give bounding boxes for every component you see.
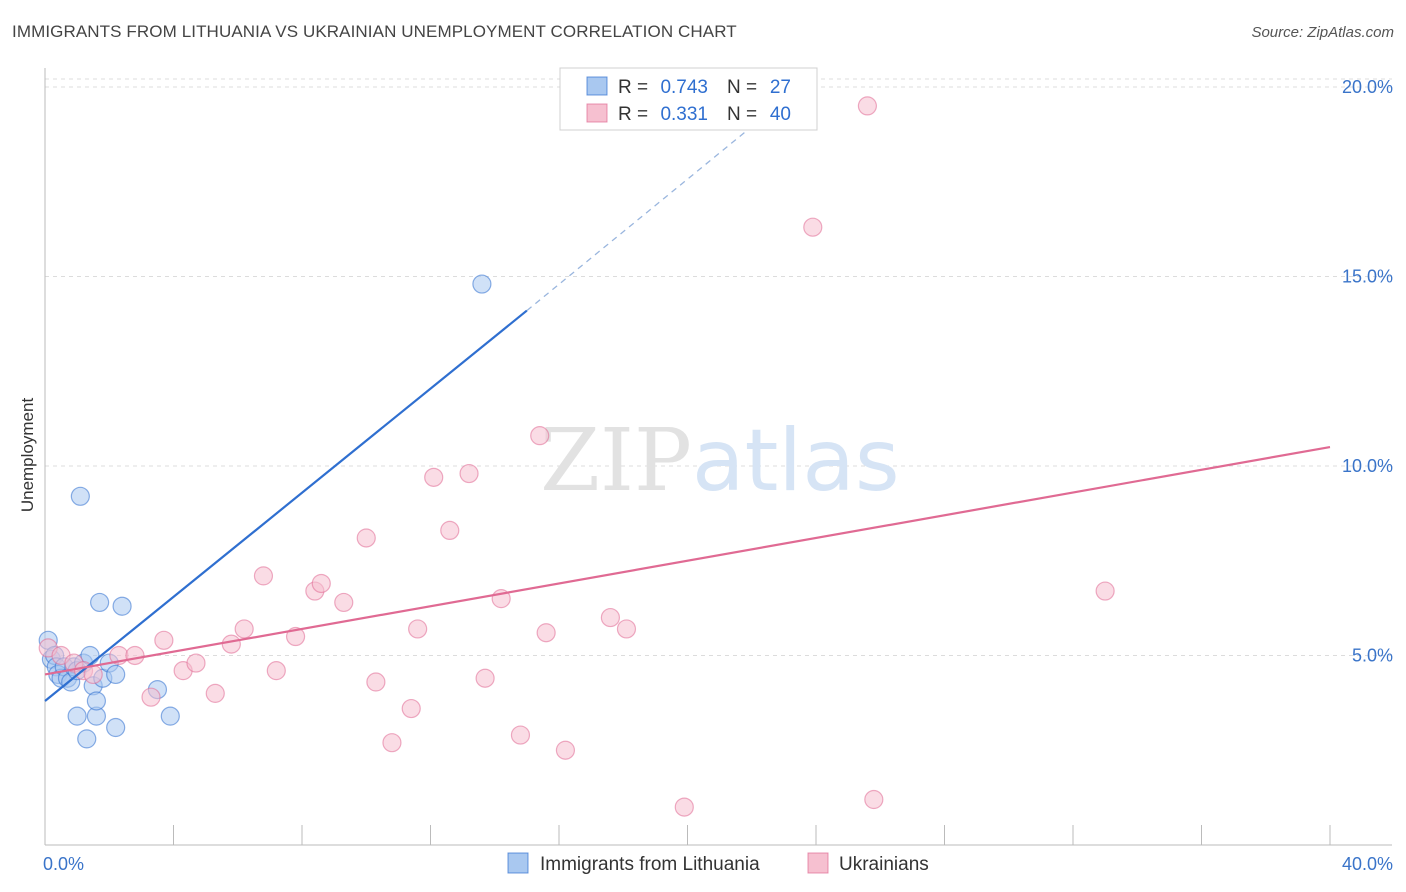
y-tick-label: 20.0% [1342,77,1393,97]
data-point [803,217,823,237]
data-point [510,725,531,745]
data-point [253,566,274,586]
legend-r-label: R = [618,104,648,125]
data-point [234,619,254,639]
data-point [674,797,694,817]
data-point [160,706,180,726]
data-point [106,717,126,738]
data-point [311,573,331,594]
data-point [401,698,421,719]
watermark: ZIPatlas [540,411,899,511]
legend-r-value: 0.331 [660,104,708,125]
data-point [356,528,376,548]
data-point [555,740,576,760]
legend-n-value: 40 [770,104,791,125]
data-point [334,592,354,613]
legend-n-value: 27 [770,77,791,98]
legend-stats: R = 0.743 N = 27 R = 0.331 N = 40 [559,67,818,131]
legend-r-label: R = [618,77,648,98]
data-point [141,687,161,707]
data-point [472,274,492,294]
series-lithuania [38,274,492,749]
chart-title: IMMIGRANTS FROM LITHUANIA VS UKRAINIAN U… [12,22,737,41]
legend-series-label: Ukrainians [839,854,929,875]
data-point [90,592,110,613]
y-tick-label: 15.0% [1342,266,1393,286]
legend-series: Immigrants from Lithuania Ukrainians [507,852,929,875]
data-point [366,672,386,692]
data-point [125,645,145,666]
legend-swatch [586,76,608,96]
data-point [106,664,126,685]
data-point [864,789,884,810]
data-point [857,96,878,116]
data-point [1095,581,1115,601]
data-point [459,463,479,484]
data-point [285,626,306,647]
data-point [77,729,97,749]
data-point [616,619,637,639]
legend-series-label: Immigrants from Lithuania [540,854,760,875]
data-point [424,467,444,487]
data-point [475,668,495,688]
legend-series-swatch [507,852,529,874]
trendline-lithuania-extension [526,112,769,312]
data-point [205,683,225,703]
data-point [600,607,621,628]
x-tick-label: 40.0% [1342,854,1393,874]
watermark-atlas: atlas [692,411,900,511]
data-point [86,691,107,711]
trendline-lithuania [44,309,528,702]
data-point [221,634,241,654]
data-point [382,733,402,753]
legend-n-label: N = [727,104,757,125]
trendline-ukrainians [44,445,1331,676]
watermark-zip: ZIP [540,411,692,511]
legend-n-label: N = [727,77,757,98]
data-point [440,520,460,541]
data-point [70,486,90,506]
legend-r-value: 0.743 [660,77,708,98]
chart-source: Source: ZipAtlas.com [1251,24,1394,41]
y-tick-label: 5.0% [1352,645,1393,665]
data-point [112,596,132,616]
data-point [67,706,87,726]
legend-swatch [586,103,608,123]
data-point [530,426,550,446]
series-ukrainians [38,96,1115,817]
data-point [408,619,428,639]
y-tick-label: 10.0% [1342,456,1393,476]
data-point [536,623,556,643]
legend-series-swatch [807,852,829,874]
data-point [266,661,286,681]
data-point [186,653,206,673]
x-tick-label: 0.0% [43,854,84,874]
data-point [154,630,174,650]
